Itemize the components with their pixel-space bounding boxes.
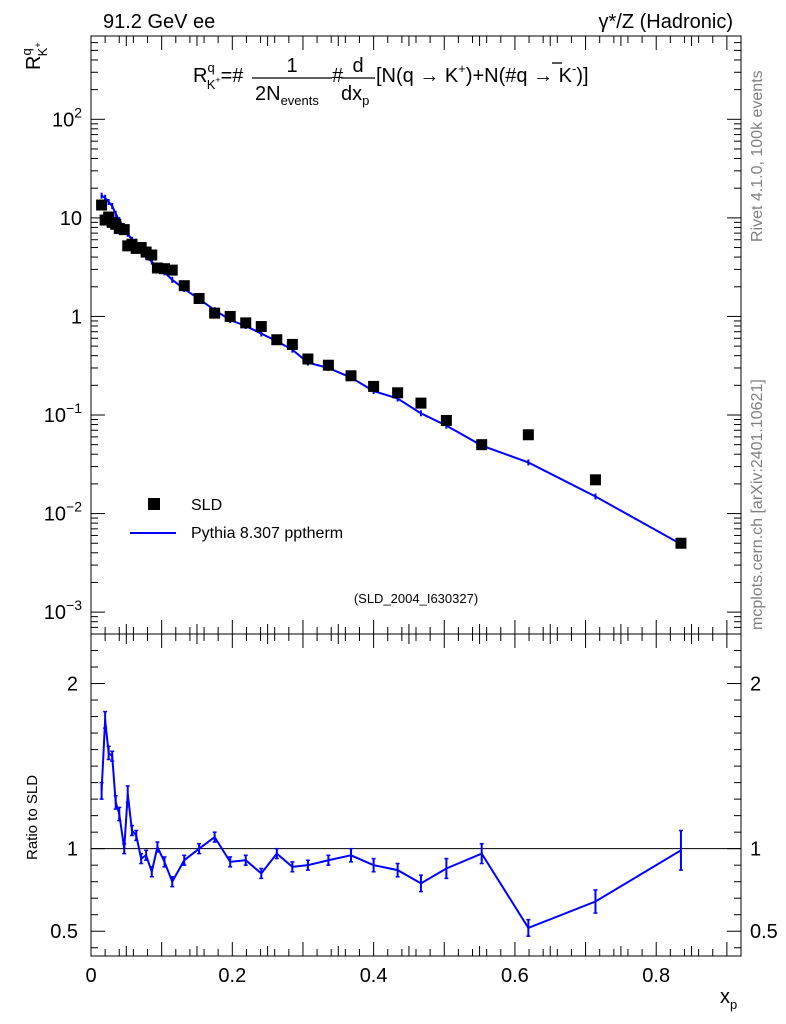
legend-data-label: SLD xyxy=(191,497,222,514)
ratio-y-tick-label: 1 xyxy=(67,839,78,861)
header-left-label: 91.2 GeV ee xyxy=(103,11,215,33)
data-point xyxy=(476,439,488,451)
x-tick-label: 0.2 xyxy=(218,965,246,987)
data-point xyxy=(675,537,687,549)
mcplots-label: mcplots.cern.ch [arXiv:2401.10621] xyxy=(749,379,766,630)
data-point xyxy=(271,334,283,346)
data-point xyxy=(224,310,236,322)
ratio-x-tick-labels: 0 0.2 0.4 0.6 0.8 xyxy=(85,965,670,987)
ratio-line xyxy=(100,719,682,930)
data-point xyxy=(392,387,404,399)
main-y-tick-label: 10−3 xyxy=(44,597,82,624)
data-point xyxy=(240,317,252,329)
data-point xyxy=(178,280,190,292)
x-tick-label: 0.8 xyxy=(642,965,670,987)
xlabel: xp xyxy=(720,986,737,1012)
formula-bracket: [N(q → K+)+N(#q → K-)] xyxy=(376,61,589,87)
ratio-y-tick-labels: 0.5 0.5 1 1 2 2 xyxy=(50,674,778,944)
data-point xyxy=(522,429,534,441)
ratio-axis-ticks xyxy=(90,634,741,956)
main-ylabel: RqK+ xyxy=(19,42,50,70)
formula-frac1-num: 1 xyxy=(286,55,297,77)
legend: SLD Pythia 8.307 pptherm xyxy=(130,497,343,542)
data-point xyxy=(166,264,178,276)
main-ylabel-text: RqK+ xyxy=(19,42,50,70)
data-point xyxy=(589,474,601,486)
x-tick-label: 0.6 xyxy=(501,965,529,987)
data-point xyxy=(255,321,267,333)
data-point xyxy=(158,263,170,275)
x-tick-label: 0.4 xyxy=(360,965,388,987)
formula-lhs: Rq K+=# xyxy=(193,60,244,92)
legend-data-marker xyxy=(148,498,160,510)
formula-frac2-den: dxp xyxy=(341,83,369,108)
legend-mc-label: Pythia 8.307 pptherm xyxy=(191,525,343,542)
formula-frac2-num: d xyxy=(352,55,363,77)
main-y-tick-label: 10−1 xyxy=(44,400,82,427)
ratio-plot-frame xyxy=(90,633,742,957)
data-point xyxy=(302,353,314,365)
main-plot-frame xyxy=(90,35,742,635)
data-point xyxy=(96,199,108,211)
mc-series xyxy=(100,192,682,548)
ratio-ylabel: Ratio to SLD xyxy=(24,775,41,860)
analysis-watermark: (SLD_2004_I630327) xyxy=(354,591,478,606)
data-point xyxy=(345,370,357,382)
main-y-tick-label: 102 xyxy=(52,104,82,131)
ratio-y-tick-label-right: 1 xyxy=(750,839,761,861)
data-point xyxy=(415,397,427,409)
data-point xyxy=(440,414,452,426)
data-point xyxy=(151,262,163,274)
rivet-version-label: Rivet 4.1.0, 100k events xyxy=(749,70,766,242)
ratio-y-tick-label: 0.5 xyxy=(50,921,78,943)
data-point xyxy=(209,307,221,319)
mc-line xyxy=(101,194,682,545)
x-tick-label: 0 xyxy=(85,965,96,987)
data-point xyxy=(118,224,130,236)
formula-frac1-den: 2Nevents xyxy=(255,83,319,108)
data-point xyxy=(193,293,205,305)
data-point xyxy=(286,338,298,350)
data-point xyxy=(322,359,334,371)
data-point xyxy=(140,246,152,258)
main-y-tick-label: 10−2 xyxy=(44,499,82,526)
main-y-tick-labels: 10−3 10−2 10−1 1 10 102 xyxy=(44,104,82,624)
main-y-tick-label: 1 xyxy=(71,306,82,328)
header-right-label: γ*/Z (Hadronic) xyxy=(599,11,733,33)
data-point xyxy=(368,380,380,392)
formula-hash: # xyxy=(332,65,344,87)
ratio-y-tick-label-right: 2 xyxy=(750,674,761,696)
formula: Rq K+=# 1 2Nevents # d dxp [N(q → K+)+N(#… xyxy=(193,55,589,108)
data-series xyxy=(96,199,687,549)
data-point xyxy=(146,249,158,261)
ratio-y-tick-label: 2 xyxy=(67,674,78,696)
main-y-tick-label: 10 xyxy=(60,208,82,230)
ratio-series xyxy=(99,710,683,937)
main-axis-ticks xyxy=(90,35,741,635)
ratio-y-tick-label-right: 0.5 xyxy=(750,921,778,943)
